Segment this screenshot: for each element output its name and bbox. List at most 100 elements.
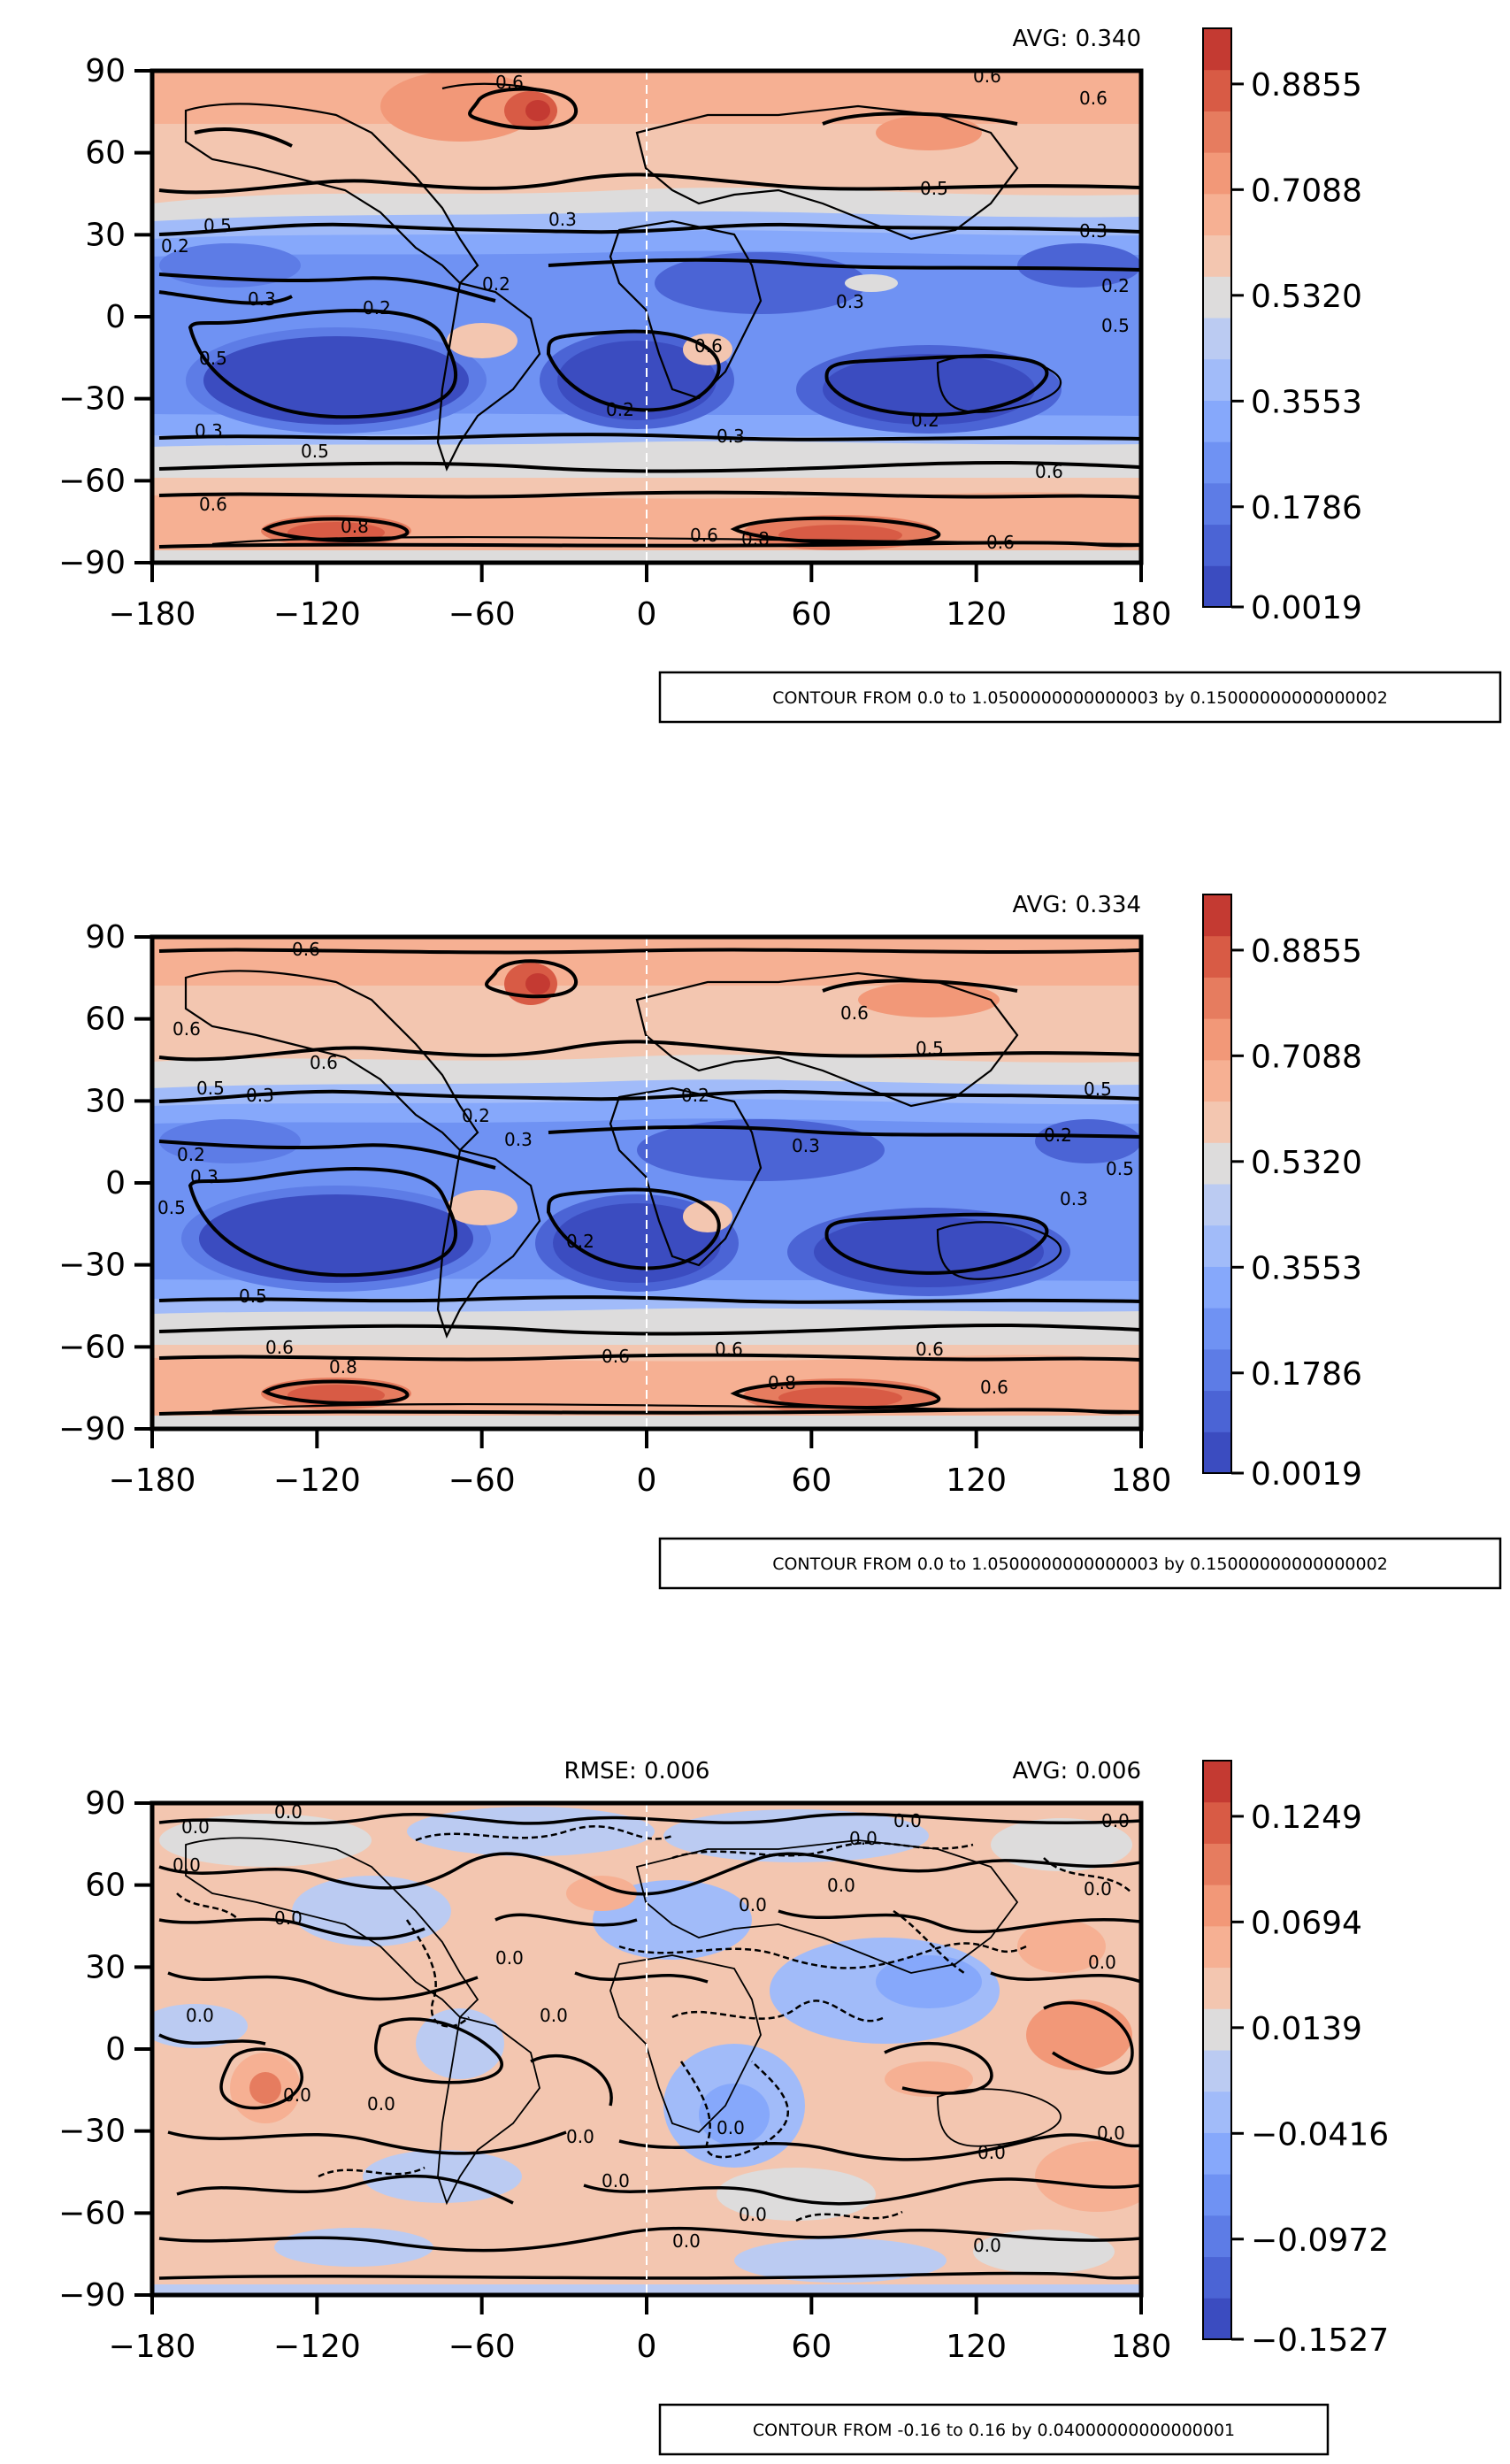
- contour-note-text: CONTOUR FROM 0.0 to 1.0500000000000003 b…: [772, 688, 1388, 708]
- x-tick-label: 120: [946, 596, 1007, 633]
- colorbar-segment: [1203, 1761, 1231, 1803]
- contour-label: 0.5: [239, 1286, 267, 1307]
- panel-1: 0.6 0.6 0.6 0.5 0.5 0.3 0.2 0.3 0.2 0.5 …: [149, 26, 1144, 565]
- colorbar-tick-label: 0.0139: [1251, 2011, 1362, 2047]
- colorbar-tick-label: 0.8855: [1251, 67, 1362, 104]
- y-tick-label: −90: [58, 1411, 126, 1447]
- contour-label: 0.6: [602, 1346, 630, 1367]
- x-tick-label: 60: [791, 2329, 832, 2365]
- contour-label: 0.5: [916, 1038, 944, 1059]
- colorbar-segment: [1203, 2132, 1231, 2175]
- y-tick-label: −60: [58, 463, 126, 499]
- contour-label: 0.0: [1084, 1878, 1112, 1900]
- colorbar-segment: [1203, 524, 1231, 566]
- x-tick-label: −180: [109, 596, 196, 633]
- colorbar-frame: [1202, 1760, 1232, 2340]
- contour-label: 0.3: [504, 1129, 533, 1150]
- colorbar-segment: [1203, 1390, 1231, 1432]
- colorbar-tick-label: 0.7088: [1251, 173, 1362, 209]
- colorbar-tick-label: 0.1249: [1251, 1800, 1362, 1836]
- colorbar-segment: [1203, 28, 1231, 71]
- colorbar: 0.8855 0.7088 0.5320 0.3553 0.1786 0.0019: [1202, 894, 1362, 1493]
- contour-labels-2: 0.6 0.6 0.6 0.6 0.5 0.5 0.3 0.2 0.2 0.2 …: [157, 939, 1134, 1398]
- colorbar-segment: [1203, 1224, 1231, 1267]
- contour-label: 0.5: [157, 1197, 186, 1218]
- panel-2: 0.6 0.6 0.6 0.6 0.5 0.5 0.3 0.2 0.2 0.2 …: [149, 892, 1144, 1432]
- y-tick-label: 30: [85, 1083, 126, 1119]
- contour-note: CONTOUR FROM 0.0 to 1.0500000000000003 b…: [658, 1537, 1502, 1590]
- x-tick-label: −60: [448, 1462, 516, 1499]
- contour-label: 0.8: [741, 528, 770, 549]
- contour-label: 0.6: [694, 335, 723, 357]
- colorbar-segment: [1203, 1432, 1231, 1474]
- x-tick-label: 180: [1111, 596, 1172, 633]
- colorbar-segment: [1203, 1184, 1231, 1226]
- avg-label: AVG: 0.340: [1012, 26, 1141, 52]
- contour-label: 0.0: [172, 1854, 201, 1876]
- contour-label: 0.2: [462, 1105, 490, 1126]
- contour-note-box: [658, 671, 1502, 724]
- contour-label: 0.5: [196, 1078, 225, 1099]
- y-tick-label: 60: [85, 135, 126, 172]
- colorbar: 0.8855 0.7088 0.5320 0.3553 0.1786 0.0019: [1202, 27, 1362, 626]
- colorbar-segment: [1203, 234, 1231, 277]
- contour-label: 0.5: [301, 441, 329, 462]
- colorbar: 0.1249 0.0694 0.0139 −0.0416 −0.0972 −0.1527: [1202, 1760, 1389, 2359]
- contour-label: 0.0: [1088, 1952, 1116, 1973]
- colorbar-segment: [1203, 318, 1231, 360]
- contour-label: 0.6: [1035, 461, 1063, 482]
- contour-label: 0.0: [602, 2170, 630, 2192]
- x-tick-label: 180: [1111, 1462, 1172, 1499]
- colorbar-tick-label: 0.0694: [1251, 1905, 1362, 1941]
- contour-label: 0.6: [292, 939, 320, 960]
- colorbar-segment: [1203, 2174, 1231, 2216]
- contour-label: 0.3: [548, 209, 577, 230]
- colorbar-segment: [1203, 2298, 1231, 2340]
- contour-label: 0.2: [606, 399, 634, 420]
- contour-label: 0.2: [1044, 1125, 1072, 1146]
- map-field-1: [152, 71, 1141, 563]
- colorbar-segment: [1203, 482, 1231, 526]
- contour-label: 0.0: [827, 1875, 855, 1896]
- contour-label: 0.6: [199, 494, 227, 515]
- y-tick-label: −30: [58, 381, 126, 418]
- contour-label: 0.0: [1097, 2122, 1125, 2144]
- contour-note: CONTOUR FROM 0.0 to 1.0500000000000003 b…: [658, 671, 1502, 724]
- colorbar-segment: [1203, 400, 1231, 442]
- contour-label: 0.0: [566, 2126, 594, 2147]
- rmse-label: RMSE: 0.006: [564, 1758, 710, 1785]
- contour-label: 0.6: [310, 1052, 338, 1073]
- x-tick-label: 180: [1111, 2329, 1172, 2365]
- colorbar-segment: [1203, 1925, 1231, 1969]
- colorbar-segment: [1203, 565, 1231, 608]
- y-tick-label: 0: [105, 1165, 126, 1201]
- contour-label: 0.6: [172, 1018, 201, 1040]
- colorbar-segment: [1203, 69, 1231, 111]
- colorbar-segment: [1203, 441, 1231, 484]
- contour-label: 0.0: [540, 2005, 568, 2026]
- x-tick-label: 0: [637, 2329, 657, 2365]
- contour-label: 0.8: [341, 516, 369, 537]
- contour-label: 0.0: [893, 1810, 922, 1831]
- colorbar-tick-label: −0.0416: [1251, 2116, 1389, 2153]
- colorbar-segment: [1203, 193, 1231, 236]
- x-tick-label: 60: [791, 596, 832, 633]
- colorbar-segment: [1203, 276, 1231, 319]
- contour-label: 0.5: [920, 178, 948, 199]
- contour-label: 0.0: [849, 1828, 878, 1849]
- contour-label: 0.6: [986, 532, 1015, 553]
- contour-label: 0.0: [739, 1894, 767, 1915]
- contour-label: 0.0: [186, 2005, 214, 2026]
- contour-label: 0.3: [717, 426, 745, 447]
- colorbar-segment: [1203, 1348, 1231, 1392]
- x-tick-label: 60: [791, 1462, 832, 1499]
- contour-label: 0.6: [1079, 88, 1108, 109]
- x-tick-label: −180: [109, 1462, 196, 1499]
- colorbar-tick-label: 0.1786: [1251, 1356, 1362, 1393]
- contour-label: 0.6: [690, 525, 718, 546]
- contour-label: 0.0: [973, 2235, 1001, 2256]
- colorbar-frame: [1202, 27, 1232, 608]
- y-tick-label: 60: [85, 1002, 126, 1038]
- x-tick-label: −60: [448, 2329, 516, 2365]
